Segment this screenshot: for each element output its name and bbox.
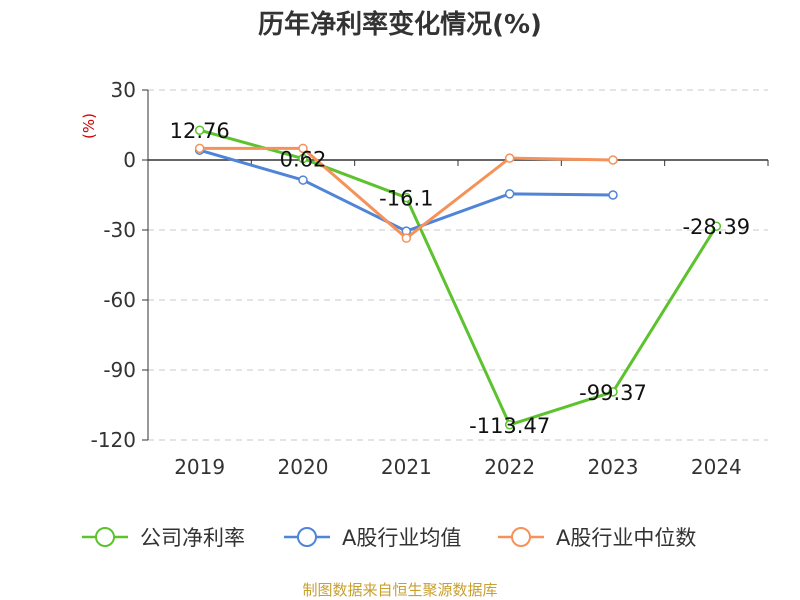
data-label: -28.39	[682, 215, 750, 239]
data-point	[194, 143, 205, 154]
data-point	[504, 189, 515, 199]
x-tick-label: 2024	[691, 455, 742, 479]
data-point	[401, 233, 412, 243]
legend-label: A股行业中位数	[556, 526, 696, 550]
data-labels: 12.76 0.62 -16.1 -113.47 -99.37 -28.39	[170, 119, 751, 438]
y-tick-label: 30	[111, 78, 136, 102]
data-point	[194, 125, 205, 135]
data-point	[504, 153, 515, 163]
y-tick-label: -30	[103, 218, 136, 242]
data-point	[401, 192, 412, 203]
legend-label: 公司净利率	[140, 526, 245, 550]
series	[194, 125, 722, 430]
data-point	[608, 387, 618, 397]
y-axis-unit: (%)	[80, 113, 98, 139]
data-point	[504, 420, 515, 430]
data-label: -16.1	[379, 187, 433, 211]
data-label: -113.47	[469, 414, 550, 438]
data-label: 0.62	[280, 148, 327, 172]
x-tick-label: 2020	[278, 455, 329, 479]
data-point	[608, 190, 618, 200]
legend-swatch-marker	[297, 527, 317, 547]
source-note: 制图数据来自恒生聚源数据库	[302, 581, 497, 599]
data-point	[298, 143, 308, 154]
legend-swatch-marker	[511, 527, 531, 547]
data-point	[298, 153, 308, 164]
legend-swatch-marker	[95, 527, 115, 547]
chart-title: 历年净利率变化情况(%)	[258, 9, 542, 40]
data-point	[608, 155, 618, 165]
x-tick-label: 2019	[174, 455, 225, 479]
y-tick-label: -120	[91, 428, 136, 452]
data-point	[711, 221, 722, 231]
data-label: -99.37	[579, 381, 647, 405]
data-label: 12.76	[170, 119, 230, 143]
y-tick-label: -60	[103, 288, 136, 312]
x-tick-label: 2023	[588, 455, 639, 479]
data-point	[298, 175, 308, 185]
y-tick-label: -90	[103, 358, 136, 382]
series-line-0	[199, 128, 718, 427]
y-tick-label: 0	[123, 148, 136, 172]
legend: 公司净利率 A股行业均值 A股行业中位数	[82, 526, 696, 550]
axes: 30 0 -30 -60 -90 -120 2019 2020 2021 2022 2023 2024	[91, 78, 769, 479]
legend-label: A股行业均值	[342, 526, 461, 550]
grid	[148, 89, 768, 441]
x-tick-label: 2022	[484, 455, 535, 479]
x-tick-label: 2021	[381, 455, 432, 479]
